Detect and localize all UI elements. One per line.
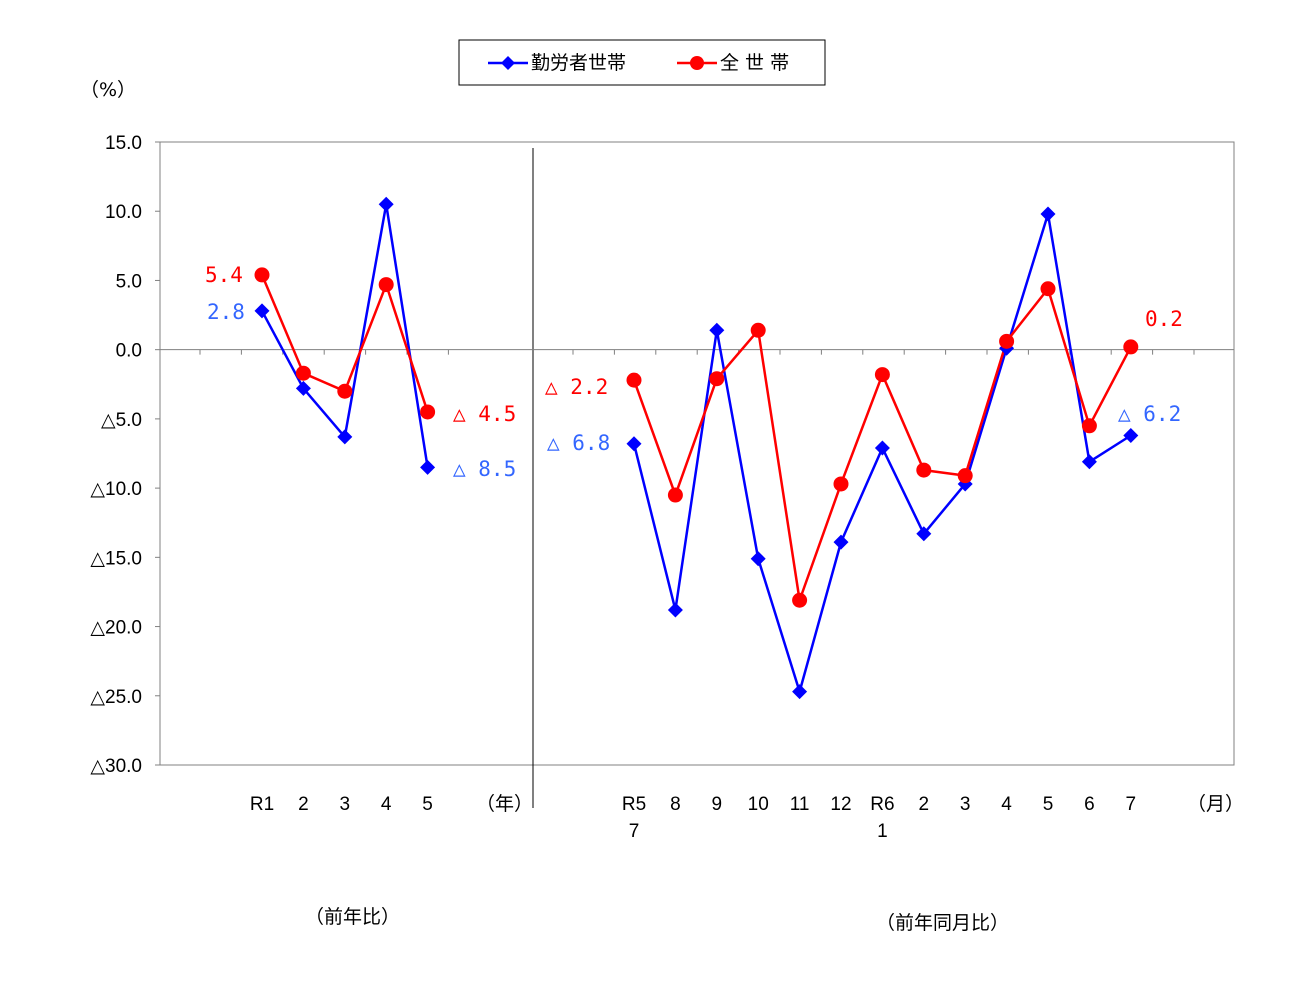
data-point-circle (957, 468, 973, 484)
y-unit-label: （%） (80, 79, 136, 101)
data-point-diamond (626, 436, 642, 452)
data-point-diamond (750, 551, 766, 567)
legend-item-workers: 勤労者世帯 (488, 52, 626, 74)
data-label: △ 6.8 (547, 431, 610, 455)
y-tick-label: △10.0 (90, 479, 142, 500)
data-point-circle (709, 371, 725, 387)
data-point-circle (378, 277, 394, 293)
x-tick-label: R5 (622, 794, 646, 815)
legend: 勤労者世帯 全 世 帯 (458, 39, 826, 86)
monthly-axis-unit: （月） (1187, 793, 1244, 815)
x-tick-label: 7 (629, 821, 640, 842)
x-tick-label: 8 (670, 794, 681, 815)
data-point-circle (295, 365, 311, 381)
data-point-circle (1081, 418, 1097, 434)
y-tick-label: 15.0 (105, 133, 142, 154)
x-tick-label: 3 (340, 794, 351, 815)
data-point-circle (626, 372, 642, 388)
x-tick-label: R1 (250, 794, 274, 815)
x-tick-label: 2 (919, 794, 930, 815)
data-point-diamond (254, 303, 270, 319)
legend-marker-workers (501, 56, 515, 70)
y-tick-label: △25.0 (90, 687, 142, 708)
data-point-diamond (1123, 428, 1139, 444)
data-point-circle (420, 404, 436, 420)
legend-label-workers: 勤労者世帯 (531, 52, 626, 74)
data-label: △ 2.2 (545, 375, 608, 399)
data-label: 5.4 (205, 263, 243, 287)
data-point-circle (1040, 281, 1056, 297)
y-tick-label: 10.0 (105, 202, 142, 223)
data-label: 0.2 (1145, 307, 1183, 331)
data-point-circle (792, 592, 808, 608)
data-point-diamond (295, 380, 311, 396)
y-tick-label: 5.0 (116, 271, 142, 292)
x-tick-label: 11 (790, 794, 810, 815)
data-point-diamond (916, 526, 932, 542)
annual-caption: （前年比） (305, 906, 400, 928)
data-label: △ 8.5 (453, 457, 516, 481)
x-tick-label: 5 (1043, 794, 1054, 815)
y-tick-label: △15.0 (90, 548, 142, 569)
legend-marker-all (690, 56, 704, 70)
data-point-diamond (1081, 454, 1097, 470)
legend-label-all: 全 世 帯 (720, 52, 789, 74)
data-point-diamond (1040, 206, 1056, 222)
data-point-diamond (833, 534, 849, 550)
plot-area (159, 141, 1235, 766)
x-tick-label: 4 (381, 794, 392, 815)
data-labels: 5.4 2.8 △ 4.5 △ 8.5 △ 2.2 △ 6.8 0.2 △ 6.2 (205, 263, 1183, 481)
monthly-caption: （前年同月比） (876, 912, 1009, 934)
annual-axis-unit: （年） (476, 793, 533, 815)
y-tick-label: 0.0 (116, 341, 142, 362)
data-point-circle (667, 487, 683, 503)
data-point-diamond (337, 429, 353, 445)
data-point-circle (874, 367, 890, 383)
x-tick-label: 1 (877, 821, 888, 842)
x-tick-label: 5 (422, 794, 433, 815)
y-tick-label: △30.0 (90, 756, 142, 777)
legend-item-all: 全 世 帯 (677, 52, 789, 74)
x-tick-label: 12 (830, 794, 851, 815)
data-point-diamond (378, 196, 394, 212)
x-tick-label: 2 (298, 794, 309, 815)
x-tick-label: 10 (748, 794, 769, 815)
data-point-circle (999, 333, 1015, 349)
x-tick-label: 3 (960, 794, 971, 815)
data-point-circle (1123, 339, 1139, 355)
data-point-circle (254, 267, 270, 283)
y-tick-label: △20.0 (90, 618, 142, 639)
y-tick-label: △5.0 (101, 410, 142, 431)
x-tick-label: R6 (870, 794, 894, 815)
series-group (254, 196, 1139, 700)
data-point-circle (750, 322, 766, 338)
zero-line-group (160, 349, 1234, 355)
data-point-circle (916, 462, 932, 478)
y-axis: 15.0 10.0 5.0 0.0 △5.0 △10.0 △15.0 △20.0 △25.0 △3… (90, 133, 160, 777)
data-point-circle (833, 476, 849, 492)
data-point-diamond (792, 684, 808, 700)
data-point-diamond (420, 459, 436, 475)
data-label: 2.8 (207, 300, 245, 324)
data-point-circle (337, 383, 353, 399)
x-tick-label: 4 (1001, 794, 1012, 815)
data-label: △ 6.2 (1118, 402, 1181, 426)
data-label: △ 4.5 (453, 402, 516, 426)
x-tick-label: 7 (1126, 794, 1137, 815)
data-point-diamond (667, 602, 683, 618)
x-tick-label: 9 (712, 794, 723, 815)
x-tick-label: 6 (1084, 794, 1095, 815)
data-point-diamond (709, 322, 725, 338)
data-point-diamond (874, 440, 890, 456)
